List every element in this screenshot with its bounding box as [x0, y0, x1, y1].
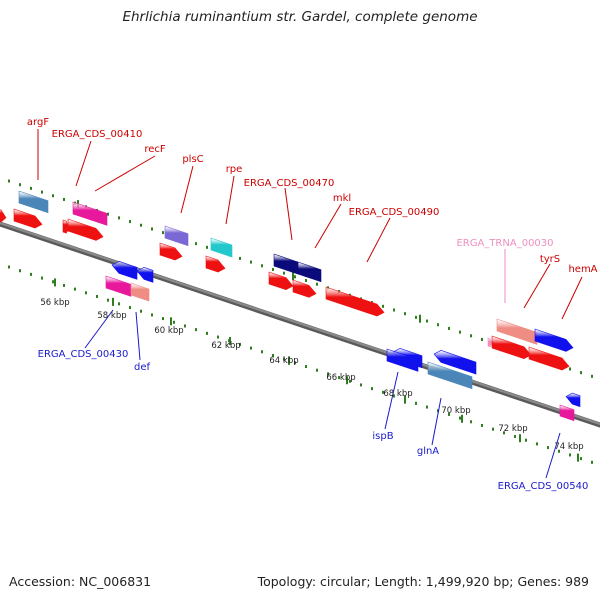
label-connector — [384, 371, 399, 430]
label-connector — [431, 397, 442, 446]
feature-label-hemA: hemA — [568, 264, 597, 275]
argF-cds — [13, 208, 43, 229]
feature-label-plsC: plsC — [182, 154, 203, 165]
map-title: Ehrlichia ruminantium str. Gardel, compl… — [122, 9, 478, 25]
glnA-cds — [433, 350, 477, 375]
scale-label: 64 kbp — [269, 356, 298, 366]
feature-label-ispB: ispB — [372, 431, 393, 442]
ERGA_CDS_00470-cds — [268, 271, 294, 291]
argF-feature — [18, 190, 49, 214]
scale-label: 62 kbp — [211, 341, 240, 351]
accession-label: Accession: NC_006831 — [9, 574, 152, 589]
ERGA_CDS_00540-feature — [559, 404, 575, 422]
label-connector — [284, 187, 293, 241]
ERGA_CDS_00410-cds — [62, 219, 70, 234]
def-cds — [136, 267, 154, 283]
scale-label: 68 kbp — [383, 389, 412, 399]
label-connector — [561, 276, 583, 320]
feature-label-ERGA_TRNA_00030: ERGA_TRNA_00030 — [456, 238, 553, 249]
label-connector — [545, 432, 561, 479]
ERGA_CDS_00470-feature — [273, 253, 299, 275]
feature-label-argF: argF — [27, 117, 49, 128]
label-connector — [84, 309, 114, 349]
mkl-cds — [292, 279, 317, 298]
feature-label-glnA: glnA — [417, 446, 439, 457]
scale-label: 60 kbp — [154, 326, 183, 336]
ispB-feature — [386, 348, 419, 372]
glnA-feature — [427, 361, 473, 390]
scale-label: 66 kbp — [326, 373, 355, 383]
feature-label-ERGA_CDS_00470: ERGA_CDS_00470 — [244, 178, 335, 189]
scale-label: 58 kbp — [97, 311, 126, 321]
feature-label-ERGA_CDS_00490: ERGA_CDS_00490 — [349, 207, 440, 218]
feature-label-ERGA_CDS_00410: ERGA_CDS_00410 — [52, 129, 143, 140]
rpe-cds — [205, 255, 226, 273]
label-connector — [94, 155, 156, 192]
ERGA_CDS_00430-cds — [111, 261, 138, 280]
genome-backbone-highlight — [0, 221, 600, 426]
def-feature — [130, 282, 150, 302]
hemA-cds — [528, 346, 570, 371]
feature-label-recF: recF — [144, 144, 166, 155]
label-connector — [135, 311, 141, 361]
scale-label: 72 kbp — [498, 424, 527, 434]
mkl-feature — [297, 261, 322, 283]
label-connector — [180, 165, 194, 214]
feature-label-mkl: mkl — [333, 193, 351, 204]
feature-label-ERGA_CDS_00430: ERGA_CDS_00430 — [38, 349, 129, 360]
label-connector — [75, 140, 92, 187]
tyrS-feature — [496, 318, 538, 345]
cds-fragment-left — [0, 209, 7, 223]
ERGA_CDS_00490-cds — [325, 286, 385, 317]
feature-label-ERGA_CDS_00540: ERGA_CDS_00540 — [498, 481, 589, 492]
label-connector — [523, 263, 551, 309]
tyrS-cds — [491, 335, 532, 360]
plsC-cds — [159, 242, 183, 261]
feature-label-tyrS: tyrS — [540, 254, 560, 265]
ERGA_CDS_00430-feature — [105, 275, 132, 297]
label-connector — [225, 175, 235, 225]
feature-label-rpe: rpe — [226, 164, 243, 175]
scale-label: 74 kbp — [554, 442, 583, 452]
ERGA_CDS_00410-feature — [72, 201, 108, 226]
rpe-feature — [210, 237, 233, 258]
ERGA_CDS_00540-cds — [565, 392, 581, 408]
hemA-feature — [534, 328, 574, 352]
label-connector — [366, 217, 391, 263]
plsC-feature — [164, 225, 189, 247]
ERGA_TRNA_00030-feature — [487, 337, 493, 348]
feature-label-def: def — [134, 362, 151, 373]
genome-summary: Topology: circular; Length: 1,499,920 bp… — [257, 574, 589, 589]
label-connector — [314, 203, 342, 249]
scale-label: 70 kbp — [441, 406, 470, 416]
scale-label: 56 kbp — [40, 298, 69, 308]
